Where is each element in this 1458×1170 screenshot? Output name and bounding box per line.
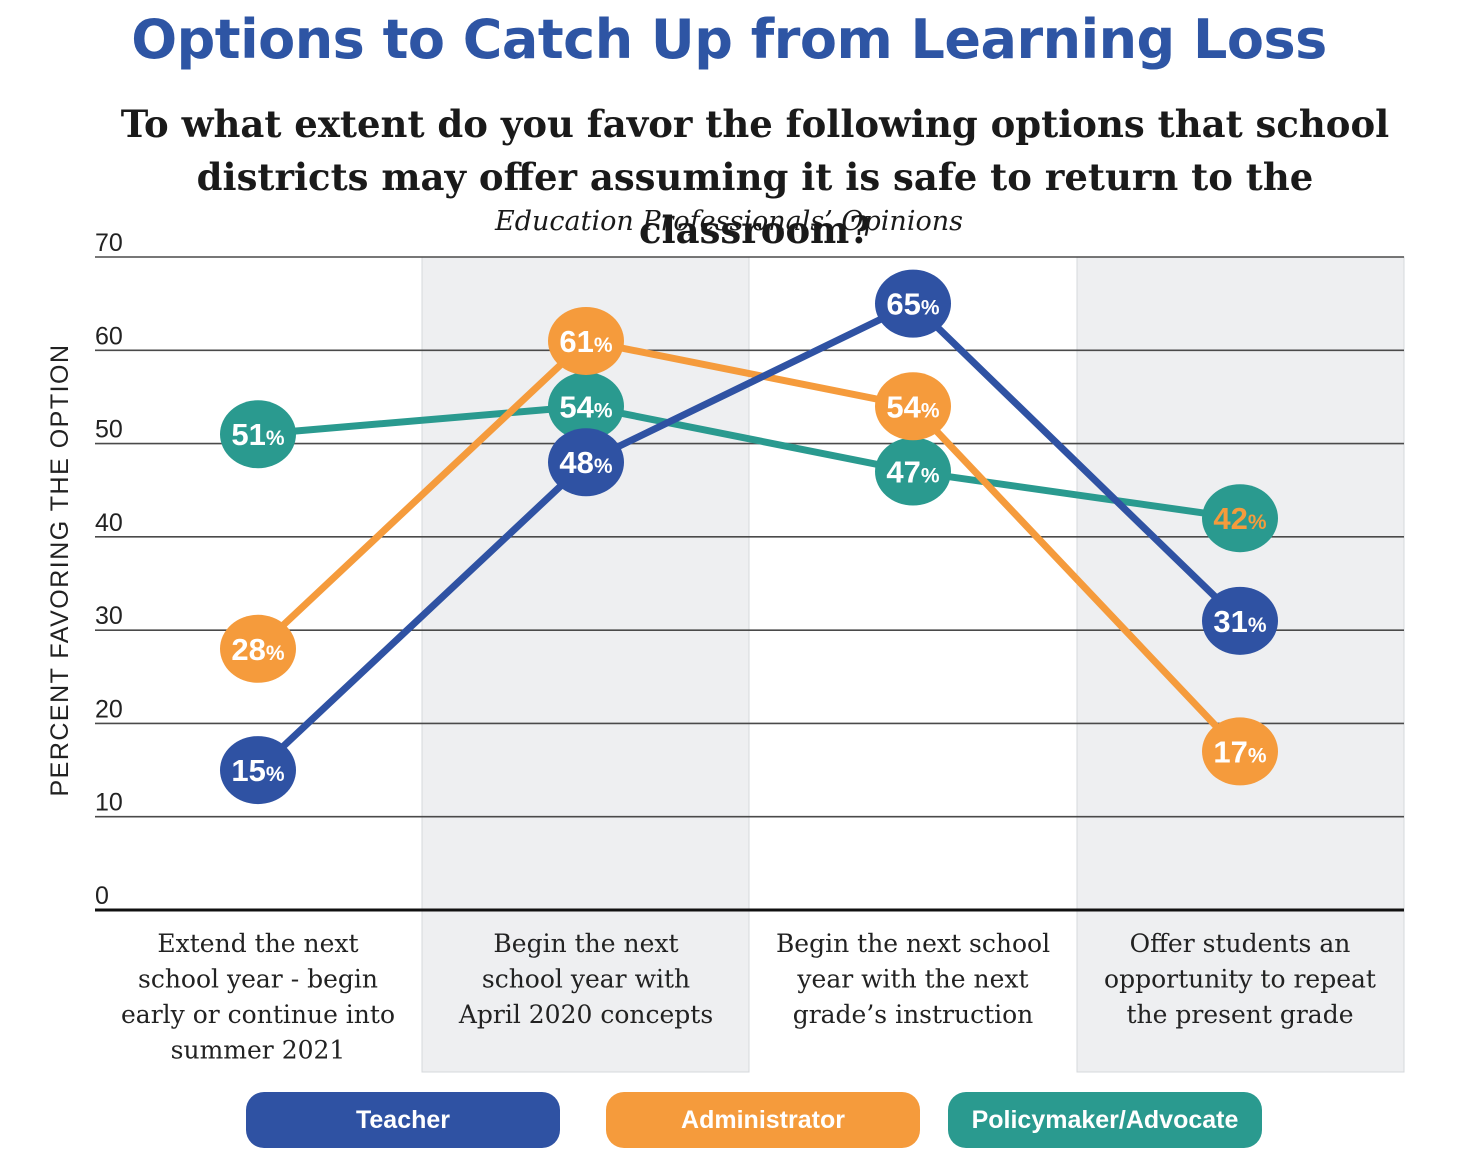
data-point-policymaker: 42% xyxy=(1202,484,1278,553)
data-label: 28% xyxy=(231,632,284,667)
y-axis-ticks: 0 10 20 30 40 50 60 70 xyxy=(95,229,123,910)
data-point-policymaker: 47% xyxy=(875,437,951,506)
y-tick-label: 10 xyxy=(95,789,123,817)
data-point-policymaker: 51% xyxy=(220,400,296,469)
data-point-administrator: 54% xyxy=(875,372,951,441)
y-tick-label: 30 xyxy=(95,602,123,630)
data-marker xyxy=(875,372,951,441)
legend-administrator: Administrator xyxy=(606,1092,920,1148)
x-category-label: Extend the next school year - begin early … xyxy=(121,929,395,1065)
data-label: 31% xyxy=(1213,604,1266,639)
data-label: 51% xyxy=(231,417,284,452)
data-point-teacher: 65% xyxy=(875,269,951,338)
data-marker xyxy=(1202,586,1278,655)
data-marker xyxy=(1202,717,1278,786)
data-point-teacher: 48% xyxy=(548,428,624,497)
data-marker xyxy=(548,428,624,497)
data-label: 54% xyxy=(559,389,612,424)
data-label: 61% xyxy=(559,324,612,359)
chart-subtitle: To what extent do you favor the followin… xyxy=(120,102,1390,252)
category-band xyxy=(1076,256,1405,1073)
data-label: 48% xyxy=(559,445,612,480)
data-marker xyxy=(220,736,296,805)
data-marker xyxy=(220,400,296,469)
data-label: 42% xyxy=(1213,501,1266,536)
data-label: 54% xyxy=(886,389,939,424)
x-category-label: Begin the next school year with the next g… xyxy=(776,929,1050,1029)
chart-title: Options to Catch Up from Learning Loss xyxy=(131,8,1327,71)
series-markers: 51% 54% 47% 42% 28% 61% 54% 17% 15% 48% 65% 31% xyxy=(220,269,1278,805)
y-tick-label: 0 xyxy=(95,882,109,910)
series-line-policymaker xyxy=(257,402,1241,522)
legend-teacher: Teacher xyxy=(246,1092,560,1148)
chart-caption: Education Professionals’ Opinions xyxy=(495,206,963,237)
x-axis-labels: Extend the next school year - begin early … xyxy=(121,929,1376,1065)
data-marker xyxy=(548,372,624,441)
data-label: 47% xyxy=(886,455,939,490)
y-axis-label: PERCENT FAVORING THE OPTION xyxy=(46,343,74,796)
data-point-administrator: 61% xyxy=(548,306,624,375)
y-tick-label: 40 xyxy=(95,509,123,537)
data-marker xyxy=(875,269,951,338)
series-line-administrator xyxy=(255,337,1243,754)
data-point-policymaker: 54% xyxy=(548,372,624,441)
data-point-teacher: 15% xyxy=(220,736,296,805)
x-category-label: Begin the next school year with April 2020… xyxy=(458,929,713,1029)
y-tick-label: 50 xyxy=(95,416,123,444)
data-marker xyxy=(1202,484,1278,553)
series-line-teacher xyxy=(255,300,1243,773)
data-point-teacher: 31% xyxy=(1202,586,1278,655)
y-tick-label: 60 xyxy=(95,322,123,350)
series-lines xyxy=(255,300,1243,773)
gridlines xyxy=(95,256,1404,912)
data-marker xyxy=(548,306,624,375)
data-point-administrator: 17% xyxy=(1202,717,1278,786)
data-point-administrator: 28% xyxy=(220,614,296,683)
x-category-label: Offer students an opportunity to repeat th… xyxy=(1104,929,1376,1029)
data-label: 15% xyxy=(231,753,284,788)
legend-policymaker-advocate: Policymaker/Advocate xyxy=(948,1092,1262,1148)
data-label: 65% xyxy=(886,287,939,322)
data-label: 17% xyxy=(1213,734,1266,769)
y-tick-label: 70 xyxy=(95,229,123,257)
data-marker xyxy=(875,437,951,506)
data-marker xyxy=(220,614,296,683)
y-tick-label: 20 xyxy=(95,695,123,723)
